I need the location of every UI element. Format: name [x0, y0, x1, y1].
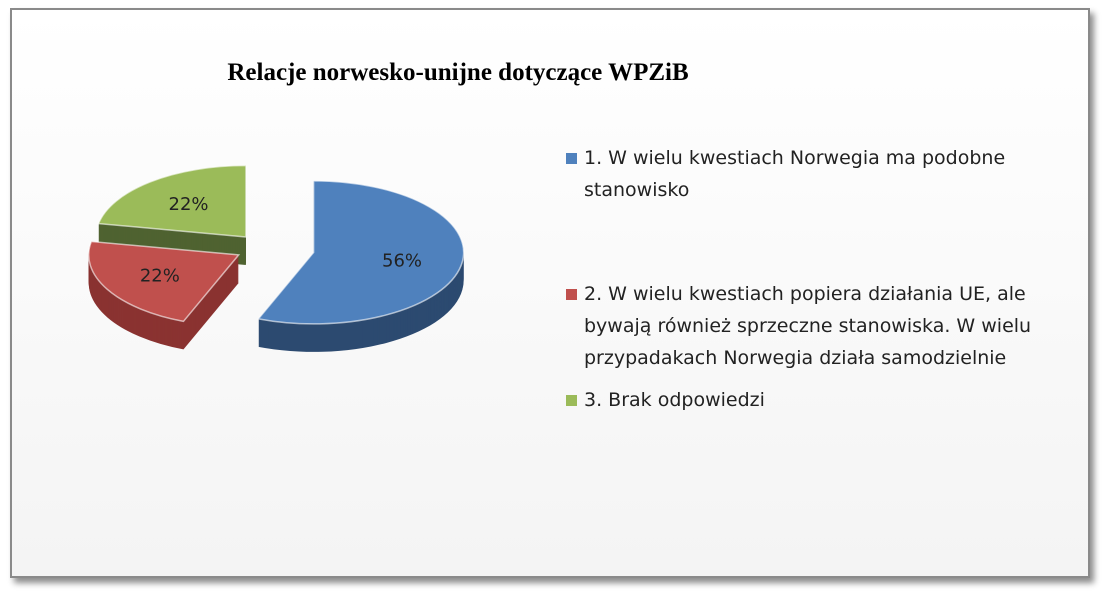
legend-label: 3. Brak odpowiedzi — [584, 389, 765, 411]
slice — [87, 240, 241, 323]
legend-label: 1. W wielu kwestiach Norwegia ma podobne… — [584, 147, 1006, 201]
pie-slice — [97, 164, 247, 265]
legend-swatch — [566, 289, 577, 300]
legend-item: 2. W wielu kwestiach popiera działania U… — [560, 278, 1060, 374]
legend-swatch — [566, 153, 577, 164]
pie-slice — [87, 240, 241, 350]
slice — [257, 180, 465, 325]
data-label: 22% — [140, 266, 180, 287]
pie-slice — [257, 180, 465, 352]
legend-item: 3. Brak odpowiedzi — [560, 384, 1060, 416]
chart-title: Relacje norwesko-unijne dotyczące WPZiB — [227, 59, 688, 86]
legend-item: 1. W wielu kwestiach Norwegia ma podobne… — [560, 142, 1060, 206]
legend-label: 2. W wielu kwestiach popiera działania U… — [584, 283, 1032, 369]
legend-swatch — [566, 395, 577, 406]
slice — [97, 164, 247, 238]
data-label: 22% — [169, 194, 209, 215]
legend: 1. W wielu kwestiach Norwegia ma podobne… — [560, 142, 1060, 416]
data-label: 56% — [382, 250, 422, 271]
